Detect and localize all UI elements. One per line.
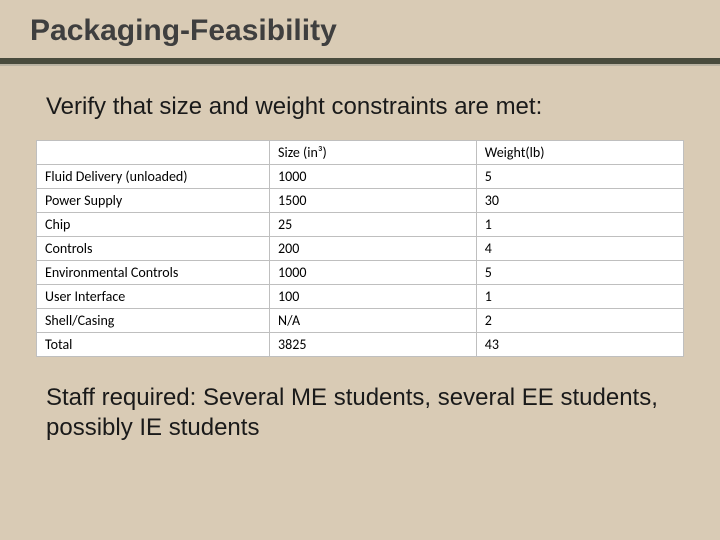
cell-size: 3825: [270, 333, 477, 357]
table-row: Fluid Delivery (unloaded) 1000 5: [37, 165, 683, 189]
cell-component: Total: [37, 333, 270, 357]
cell-component: Fluid Delivery (unloaded): [37, 165, 270, 189]
table-row: Power Supply 1500 30: [37, 189, 683, 213]
cell-size: 1000: [270, 165, 477, 189]
cell-weight: 4: [476, 237, 683, 261]
table-body: Fluid Delivery (unloaded) 1000 5 Power S…: [37, 165, 683, 357]
cell-component: Chip: [37, 213, 270, 237]
table-row-total: Total 3825 43: [37, 333, 683, 357]
table-row: Environmental Controls 1000 5: [37, 261, 683, 285]
constraints-table-wrap: Size (in³) Weight(lb) Fluid Delivery (un…: [36, 140, 684, 357]
table-row: Shell/Casing N/A 2: [37, 309, 683, 333]
cell-component: Environmental Controls: [37, 261, 270, 285]
header-region: Packaging-Feasibility: [0, 0, 720, 70]
col-header-weight: Weight(lb): [476, 141, 683, 165]
cell-weight: 43: [476, 333, 683, 357]
intro-text: Verify that size and weight constraints …: [40, 92, 680, 122]
table-row: Controls 200 4: [37, 237, 683, 261]
constraints-table: Size (in³) Weight(lb) Fluid Delivery (un…: [37, 140, 683, 357]
cell-component: User Interface: [37, 285, 270, 309]
title-underline-light: [0, 64, 720, 66]
cell-size: 1000: [270, 261, 477, 285]
cell-weight: 30: [476, 189, 683, 213]
cell-size: 100: [270, 285, 477, 309]
cell-weight: 5: [476, 165, 683, 189]
cell-weight: 1: [476, 285, 683, 309]
cell-component: Shell/Casing: [37, 309, 270, 333]
cell-size: 1500: [270, 189, 477, 213]
table-row: User Interface 100 1: [37, 285, 683, 309]
content-region: Verify that size and weight constraints …: [0, 70, 720, 443]
cell-component: Controls: [37, 237, 270, 261]
cell-size: 200: [270, 237, 477, 261]
outro-text: Staff required: Several ME students, sev…: [40, 383, 680, 443]
col-header-size: Size (in³): [270, 141, 477, 165]
cell-size: 25: [270, 213, 477, 237]
cell-weight: 2: [476, 309, 683, 333]
col-header-component: [37, 141, 270, 165]
cell-size: N/A: [270, 309, 477, 333]
cell-component: Power Supply: [37, 189, 270, 213]
cell-weight: 5: [476, 261, 683, 285]
table-header-row: Size (in³) Weight(lb): [37, 141, 683, 165]
table-row: Chip 25 1: [37, 213, 683, 237]
cell-weight: 1: [476, 213, 683, 237]
slide-title: Packaging-Feasibility: [30, 14, 337, 48]
